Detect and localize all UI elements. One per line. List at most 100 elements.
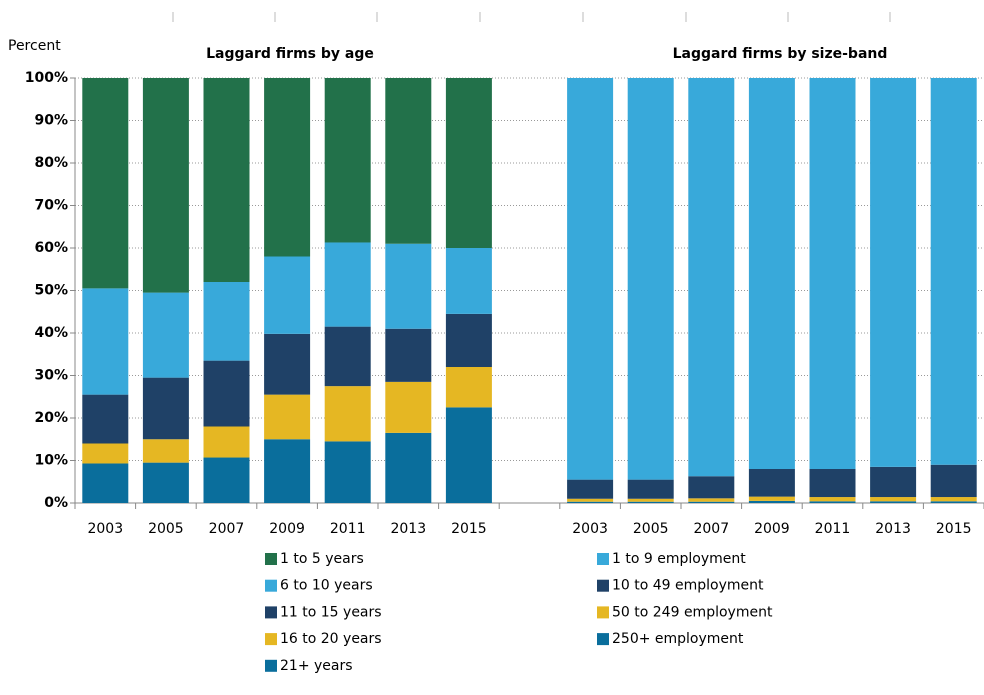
- y-tick-label: 40%: [34, 325, 68, 341]
- legend-swatch: [265, 606, 277, 619]
- bar-segment: [264, 439, 311, 503]
- bar-segment: [82, 394, 129, 444]
- legend-swatch: [597, 553, 609, 565]
- bar-segment: [748, 500, 795, 503]
- bar-segment: [445, 313, 492, 367]
- bar-segment: [385, 78, 432, 244]
- legend-label: 1 to 9 employment: [612, 551, 746, 567]
- bar-segment: [809, 497, 856, 502]
- x-tick-label: 2011: [815, 521, 851, 537]
- bar-segment: [203, 457, 250, 503]
- x-tick-label: 2009: [269, 521, 305, 537]
- bar-segment: [82, 463, 129, 503]
- bar-segment: [445, 407, 492, 503]
- y-tick-label: 60%: [34, 240, 68, 256]
- bar-segment: [264, 256, 311, 334]
- bar-segment: [688, 501, 735, 503]
- bar-segment: [82, 443, 129, 464]
- bar-segment: [627, 498, 674, 502]
- bar-segment: [142, 377, 189, 440]
- bar-segment: [142, 78, 189, 293]
- y-axis-label: Percent: [8, 38, 61, 54]
- bar-segment: [930, 78, 977, 465]
- bar-segment: [324, 386, 371, 442]
- y-tick-label: 100%: [25, 70, 68, 86]
- bar-segment: [264, 333, 311, 395]
- bar-segment: [385, 243, 432, 329]
- bar-segment: [445, 78, 492, 248]
- bar-segment: [809, 469, 856, 498]
- bar-segment: [142, 292, 189, 378]
- x-tick-label: 2009: [754, 521, 790, 537]
- bar-segment: [385, 381, 432, 433]
- x-tick-label: 2003: [572, 521, 608, 537]
- y-tick-label: 90%: [34, 113, 68, 129]
- bar-segment: [324, 326, 371, 387]
- x-tick-label: 2013: [875, 521, 911, 537]
- y-tick-label: 20%: [34, 410, 68, 426]
- legend-label: 250+ employment: [612, 631, 744, 647]
- bar-segment: [567, 501, 614, 503]
- bar-segment: [930, 464, 977, 498]
- legend-label: 1 to 5 years: [280, 551, 364, 567]
- panel-title: Laggard firms by age: [206, 46, 374, 62]
- x-tick-label: 2007: [693, 521, 729, 537]
- y-tick-label: 70%: [34, 198, 68, 214]
- y-tick-label: 0%: [44, 495, 68, 511]
- x-tick-label: 2007: [209, 521, 245, 537]
- legend-swatch: [597, 606, 609, 619]
- x-tick-label: 2013: [390, 521, 426, 537]
- legend-swatch: [265, 553, 277, 565]
- legend-swatch: [597, 633, 609, 646]
- bar-segment: [627, 479, 674, 499]
- bar-segment: [324, 242, 371, 327]
- legend-swatch: [265, 659, 277, 672]
- legend-label: 50 to 249 employment: [612, 604, 773, 620]
- bar-segment: [567, 479, 614, 499]
- bar-segment: [930, 501, 977, 503]
- x-tick-label: 2015: [936, 521, 972, 537]
- bar-segment: [142, 439, 189, 463]
- bar-segment: [748, 496, 795, 501]
- y-tick-label: 10%: [34, 453, 68, 469]
- legend-label: 6 to 10 years: [280, 578, 373, 594]
- bar-segment: [688, 78, 735, 477]
- bar-segment: [445, 248, 492, 314]
- bar-segment: [82, 288, 129, 395]
- y-tick-label: 80%: [34, 155, 68, 171]
- bar-segment: [203, 426, 250, 458]
- legend-swatch: [265, 579, 277, 592]
- x-tick-label: 2015: [451, 521, 487, 537]
- bar-segment: [264, 78, 311, 257]
- bar-segment: [870, 497, 917, 502]
- bar-segment: [930, 497, 977, 502]
- bar-segment: [809, 501, 856, 503]
- bar-segment: [324, 78, 371, 243]
- bar-segment: [748, 78, 795, 469]
- x-tick-label: 2003: [87, 521, 123, 537]
- bar-segment: [870, 466, 917, 498]
- bar-segment: [688, 498, 735, 502]
- bar-segment: [567, 498, 614, 502]
- y-tick-label: 30%: [34, 368, 68, 384]
- bar-segment: [142, 462, 189, 503]
- bar-segment: [264, 394, 311, 440]
- bar-segment: [82, 78, 129, 289]
- bar-segment: [445, 367, 492, 408]
- x-tick-label: 2005: [633, 521, 669, 537]
- bar-segment: [748, 469, 795, 497]
- bar-segment: [567, 78, 614, 480]
- legend-label: 21+ years: [280, 658, 353, 674]
- bar-segment: [203, 360, 250, 427]
- bar-segment: [324, 441, 371, 503]
- y-tick-label: 50%: [34, 283, 68, 299]
- bar-segment: [385, 432, 432, 503]
- legend-label: 11 to 15 years: [280, 604, 382, 620]
- bar-segment: [870, 78, 917, 467]
- bar-segment: [627, 78, 674, 480]
- bar-segment: [809, 78, 856, 469]
- x-tick-label: 2005: [148, 521, 184, 537]
- bar-segment: [627, 501, 674, 503]
- bar-segment: [203, 78, 250, 282]
